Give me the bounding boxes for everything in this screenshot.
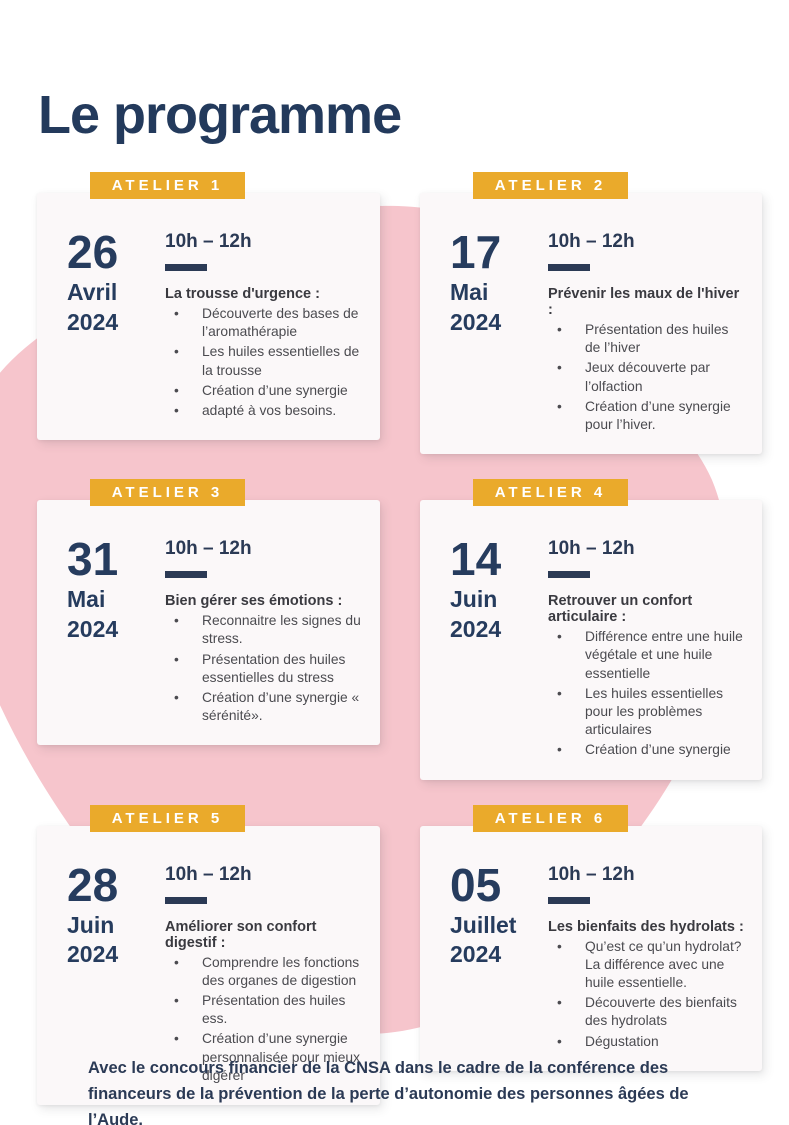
- workshop-date: 05 Juillet 2024: [450, 862, 548, 1051]
- time-underline-bar: [548, 264, 590, 271]
- workshop-card: ATELIER 2 17 Mai 2024 10h – 12h Prévenir…: [420, 172, 762, 455]
- workshop-card-body: 26 Avril 2024 10h – 12h La trousse d'urg…: [37, 193, 380, 440]
- bullet-item: Reconnaitre les signes du stress.: [165, 612, 364, 648]
- bullet-item: Création d’une synergie personnalisée po…: [165, 1030, 364, 1085]
- workshop-date: 31 Mai 2024: [67, 536, 165, 725]
- workshop-date: 26 Avril 2024: [67, 229, 165, 420]
- bullet-item: Découverte des bases de l’aromathérapie: [165, 305, 364, 341]
- page-title: Le programme: [38, 85, 402, 146]
- bullet-item: Présentation des huiles ess.: [165, 992, 364, 1028]
- time-underline-bar: [165, 264, 207, 271]
- bullet-item: Dégustation: [548, 1033, 746, 1051]
- workshop-card-body: 05 Juillet 2024 10h – 12h Les bienfaits …: [420, 826, 762, 1071]
- workshop-day: 31: [67, 533, 119, 586]
- workshop-month: Juin: [67, 911, 115, 938]
- workshop-grid: ATELIER 1 26 Avril 2024 10h – 12h La tro…: [37, 172, 762, 1106]
- workshop-time: 10h – 12h: [548, 231, 635, 252]
- bullet-item: Présentation des huiles essentielles du …: [165, 651, 364, 687]
- workshop-month: Juin: [450, 586, 498, 613]
- workshop-day: 28: [67, 858, 119, 911]
- workshop-badge: ATELIER 2: [473, 172, 628, 199]
- workshop-bullets: Reconnaitre les signes du stress.Présent…: [165, 612, 364, 725]
- workshop-card: ATELIER 1 26 Avril 2024 10h – 12h La tro…: [37, 172, 380, 441]
- workshop-day: 05: [450, 858, 502, 911]
- workshop-card-body: 17 Mai 2024 10h – 12h Prévenir les maux …: [420, 193, 762, 454]
- bullet-item: Découverte des bienfaits des hydrolats: [548, 994, 746, 1030]
- workshop-card: ATELIER 3 31 Mai 2024 10h – 12h Bien gér…: [37, 479, 380, 746]
- bullet-item: Création d’une synergie: [548, 741, 746, 759]
- workshop-time: 10h – 12h: [165, 863, 252, 885]
- bullet-item: Jeux découverte par l’olfaction: [548, 359, 746, 395]
- workshop-bullets: Découverte des bases de l’aromathérapieL…: [165, 305, 364, 420]
- workshop-details: 10h – 12h Prévenir les maux de l'hiver :…: [548, 229, 746, 434]
- workshop-details: 10h – 12h Les bienfaits des hydrolats : …: [548, 862, 746, 1051]
- workshop-details: 10h – 12h Améliorer son confort digestif…: [165, 862, 364, 1085]
- workshop-time: 10h – 12h: [548, 538, 635, 560]
- bullet-item: Création d’une synergie « sérénité».: [165, 689, 364, 725]
- workshop-badge: ATELIER 1: [90, 172, 245, 199]
- workshop-card-body: 31 Mai 2024 10h – 12h Bien gérer ses émo…: [37, 500, 380, 745]
- workshop-topic: Retrouver un confort articulaire :: [548, 593, 693, 626]
- workshop-topic: La trousse d'urgence :: [165, 286, 320, 302]
- workshop-badge: ATELIER 4: [473, 479, 628, 507]
- workshop-date: 17 Mai 2024: [450, 229, 548, 434]
- workshop-topic: Les bienfaits des hydrolats :: [548, 918, 744, 935]
- workshop-year: 2024: [450, 308, 502, 335]
- workshop-day: 17: [450, 226, 502, 278]
- workshop-card-body: 14 Juin 2024 10h – 12h Retrouver un conf…: [420, 500, 762, 779]
- workshop-year: 2024: [450, 615, 502, 642]
- workshop-year: 2024: [67, 941, 119, 968]
- workshop-bullets: Qu’est ce qu’un hydrolat? La différence …: [548, 938, 746, 1051]
- workshop-time: 10h – 12h: [165, 231, 252, 252]
- workshop-bullets: Présentation des huiles de l’hiverJeux d…: [548, 321, 746, 434]
- workshop-badge: ATELIER 5: [90, 804, 245, 832]
- time-underline-bar: [165, 571, 207, 579]
- bullet-item: adapté à vos besoins.: [165, 402, 364, 420]
- bullet-item: Présentation des huiles de l’hiver: [548, 321, 746, 357]
- workshop-topic: Améliorer son confort digestif :: [165, 918, 317, 951]
- workshop-bullets: Différence entre une huile végétale et u…: [548, 628, 746, 760]
- time-underline-bar: [165, 896, 207, 904]
- workshop-year: 2024: [67, 615, 119, 642]
- workshop-details: 10h – 12h Bien gérer ses émotions : Reco…: [165, 536, 364, 725]
- workshop-time: 10h – 12h: [165, 538, 252, 560]
- workshop-badge: ATELIER 6: [473, 804, 628, 832]
- workshop-details: 10h – 12h Retrouver un confort articulai…: [548, 536, 746, 760]
- bullet-item: Qu’est ce qu’un hydrolat? La différence …: [548, 938, 746, 993]
- workshop-month: Mai: [67, 586, 106, 613]
- time-underline-bar: [548, 896, 590, 904]
- workshop-date: 14 Juin 2024: [450, 536, 548, 759]
- workshop-day: 26: [67, 226, 119, 278]
- workshop-time: 10h – 12h: [548, 863, 635, 885]
- workshop-topic: Bien gérer ses émotions :: [165, 593, 343, 610]
- time-underline-bar: [548, 571, 590, 579]
- workshop-year: 2024: [450, 941, 502, 968]
- workshop-month: Mai: [450, 279, 489, 305]
- bullet-item: Différence entre une huile végétale et u…: [548, 628, 746, 683]
- workshop-topic: Prévenir les maux de l'hiver :: [548, 286, 740, 318]
- workshop-badge: ATELIER 3: [90, 479, 245, 507]
- bullet-item: Les huiles essentielles de la trousse: [165, 343, 364, 379]
- workshop-day: 14: [450, 533, 502, 586]
- workshop-month: Avril: [67, 279, 118, 305]
- bullet-item: Comprendre les fonctions des organes de …: [165, 954, 364, 990]
- bullet-item: Création d’une synergie: [165, 382, 364, 400]
- workshop-card: ATELIER 6 05 Juillet 2024 10h – 12h Les …: [420, 804, 762, 1071]
- workshop-date: 28 Juin 2024: [67, 862, 165, 1085]
- workshop-details: 10h – 12h La trousse d'urgence : Découve…: [165, 229, 364, 420]
- bullet-item: Création d’une synergie pour l’hiver.: [548, 398, 746, 434]
- workshop-card: ATELIER 4 14 Juin 2024 10h – 12h Retrouv…: [420, 479, 762, 780]
- footer-funding-note: Avec le concours financier de la CNSA da…: [88, 1058, 689, 1125]
- bullet-item: Les huiles essentielles pour les problèm…: [548, 685, 746, 740]
- workshop-year: 2024: [67, 308, 119, 335]
- workshop-month: Juillet: [450, 911, 517, 938]
